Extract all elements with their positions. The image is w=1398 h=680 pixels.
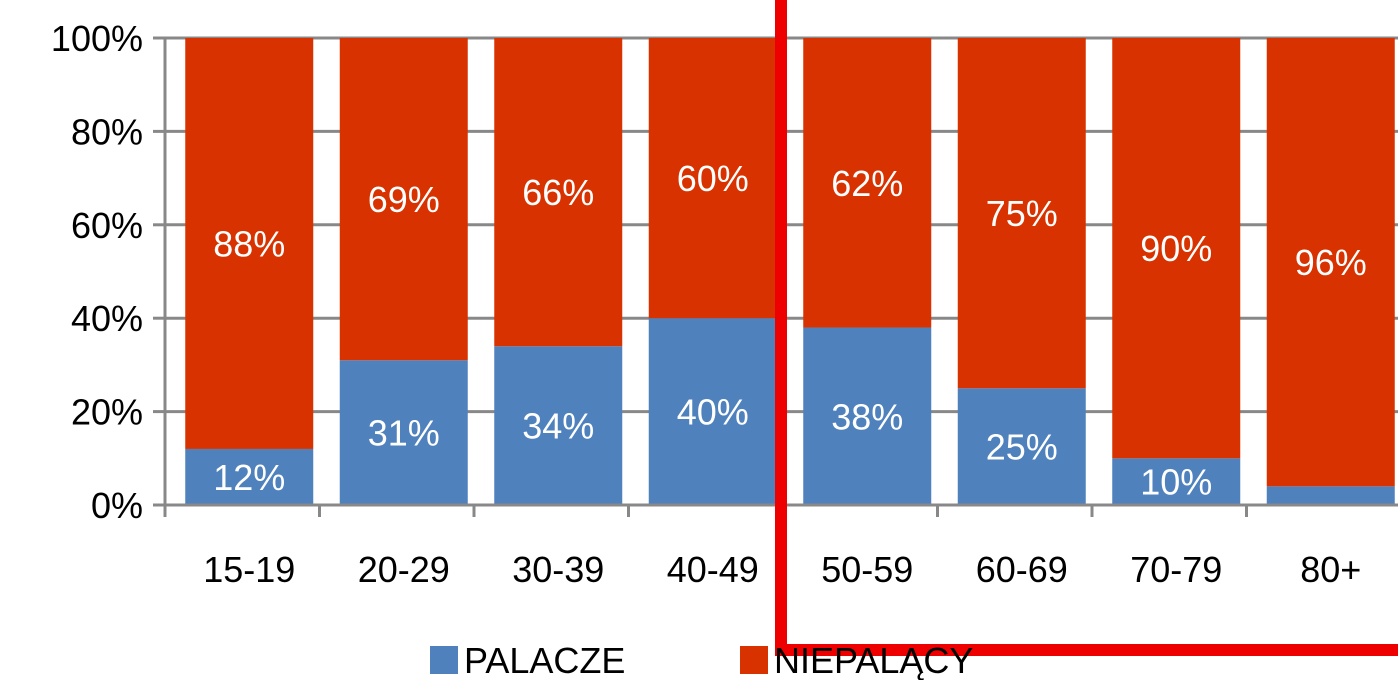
- legend-swatch-smokers: [430, 646, 458, 674]
- axes: 0% 20% 40% 60% 80% 100% 15-19 20-29 30-39 40-49 50…: [51, 18, 1398, 590]
- y-tick-label: 40%: [71, 298, 143, 339]
- bar-nonsmokers-30-39: [494, 38, 623, 347]
- legend-swatch-nonsmokers: [740, 646, 768, 674]
- bar-smokers-30-39: [494, 346, 623, 505]
- legend-label-nonsmokers: NIEPALĄCY: [774, 640, 973, 680]
- data-labels: 12% 88% 31% 69% 34% 66% 40% 60% 38% 62% 25% 75% 10% 9…: [213, 158, 1367, 503]
- x-tick-label: 70-79: [1130, 549, 1222, 590]
- bar-smokers-80+: [1266, 486, 1395, 505]
- data-label: 12%: [213, 457, 285, 498]
- y-tick-label: 20%: [71, 392, 143, 433]
- bar-nonsmokers-20-29: [339, 38, 468, 361]
- bar-smokers-50-59: [803, 327, 932, 505]
- bar-smokers-60-69: [957, 388, 1086, 505]
- bar-nonsmokers-60-69: [957, 38, 1086, 389]
- data-label: 60%: [677, 158, 749, 199]
- data-label: 62%: [831, 163, 903, 204]
- y-tick-label: 100%: [51, 18, 143, 59]
- y-tick-label: 60%: [71, 205, 143, 246]
- bar-smokers-40-49: [648, 318, 777, 505]
- bar-nonsmokers-80+: [1266, 38, 1395, 487]
- data-label: 75%: [986, 193, 1058, 234]
- data-label: 25%: [986, 427, 1058, 468]
- data-label: 88%: [213, 223, 285, 264]
- bar-smokers-15-19: [185, 448, 314, 505]
- highlight-frame: [775, 0, 1398, 656]
- bar-nonsmokers-15-19: [185, 38, 314, 449]
- bar-nonsmokers-50-59: [803, 38, 932, 328]
- data-label: 69%: [368, 179, 440, 220]
- x-tick-label: 40-49: [667, 549, 759, 590]
- bars: [185, 38, 1395, 505]
- bar-nonsmokers-70-79: [1112, 38, 1241, 459]
- x-tick-label: 60-69: [976, 549, 1068, 590]
- legend-label-smokers: PALACZE: [464, 640, 625, 680]
- data-label: 40%: [677, 392, 749, 433]
- bar-smokers-70-79: [1112, 458, 1241, 505]
- x-tick-label: 30-39: [512, 549, 604, 590]
- x-tick-label: 20-29: [358, 549, 450, 590]
- y-tick-label: 0%: [91, 485, 143, 526]
- data-label: 31%: [368, 413, 440, 454]
- legend: PALACZE NIEPALĄCY: [430, 640, 973, 680]
- x-tick-label: 15-19: [203, 549, 295, 590]
- data-label: 66%: [522, 172, 594, 213]
- bar-nonsmokers-40-49: [648, 38, 777, 319]
- bar-smokers-20-29: [339, 360, 468, 505]
- highlight-box: [775, 0, 1398, 656]
- data-label: 90%: [1140, 228, 1212, 269]
- data-label: 10%: [1140, 462, 1212, 503]
- x-tick-label: 80+: [1300, 549, 1361, 590]
- y-tick-label: 80%: [71, 111, 143, 152]
- x-tick-label: 50-59: [821, 549, 913, 590]
- data-label: 38%: [831, 396, 903, 437]
- data-label: 96%: [1295, 242, 1367, 283]
- data-label: 34%: [522, 406, 594, 447]
